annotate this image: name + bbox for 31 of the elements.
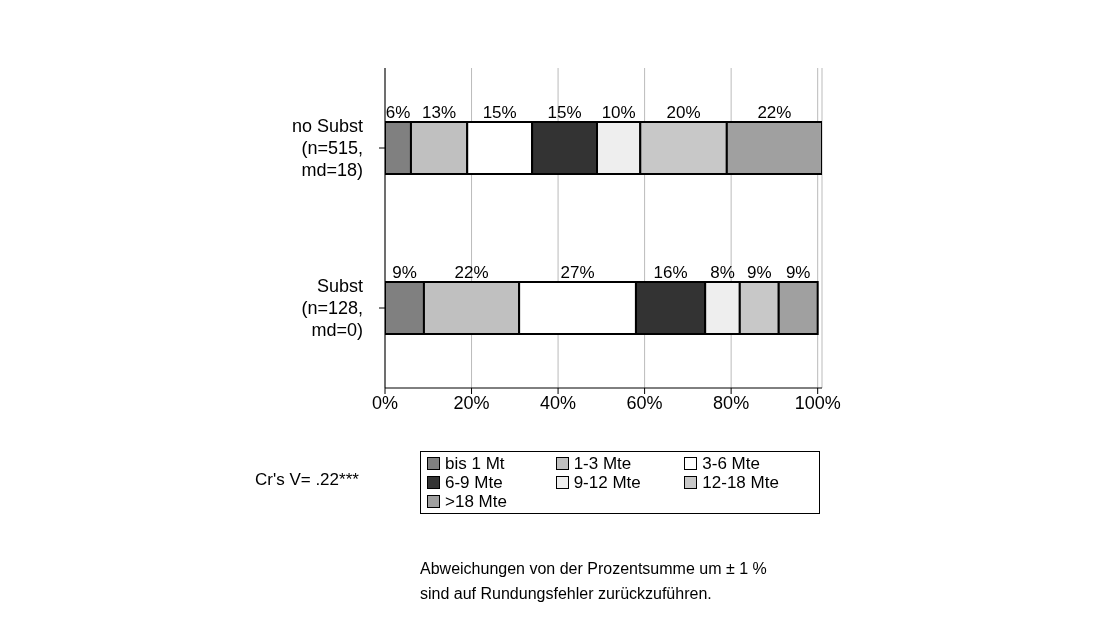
legend-label: 1-3 Mte bbox=[573, 454, 632, 473]
legend-label: 9-12 Mte bbox=[573, 473, 641, 492]
legend-label: 12-18 Mte bbox=[702, 473, 779, 492]
x-tick-label: 20% bbox=[453, 392, 490, 413]
legend-label: >18 Mte bbox=[445, 492, 507, 511]
data-label: 6% bbox=[385, 103, 411, 122]
data-label: 16% bbox=[653, 263, 688, 282]
data-label: 9% bbox=[746, 263, 772, 282]
x-tick-label: 0% bbox=[371, 392, 399, 413]
text: Cr's V= .22*** bbox=[255, 470, 359, 490]
x-tick-label: 80% bbox=[713, 392, 750, 413]
data-label: 22% bbox=[757, 103, 792, 122]
x-tick-label: 100% bbox=[794, 392, 841, 413]
x-tick-label: 60% bbox=[626, 392, 663, 413]
y-tick-label: Subst (n=128, md=0) bbox=[301, 276, 363, 340]
legend-label: 6-9 Mte bbox=[445, 473, 503, 492]
data-label: 8% bbox=[710, 263, 735, 282]
legend-label: 3-6 Mte bbox=[702, 454, 760, 473]
legend-label: bis 1 Mt bbox=[445, 454, 505, 473]
data-label: 20% bbox=[666, 103, 701, 122]
data-label: 13% bbox=[422, 103, 457, 122]
x-tick-label: 40% bbox=[540, 392, 577, 413]
y-tick-label: no Subst (n=515, md=18) bbox=[291, 116, 363, 180]
data-label: 15% bbox=[482, 103, 517, 122]
data-label: 9% bbox=[785, 263, 811, 282]
data-label: 10% bbox=[601, 103, 636, 122]
data-label: 27% bbox=[560, 263, 595, 282]
data-label: 22% bbox=[454, 263, 489, 282]
text: Abweichungen von der Prozentsumme um ± 1 % sind auf Rundungsfehler zurückzuführen. bbox=[420, 559, 767, 604]
data-label: 9% bbox=[392, 263, 417, 282]
data-label: 15% bbox=[547, 103, 582, 122]
